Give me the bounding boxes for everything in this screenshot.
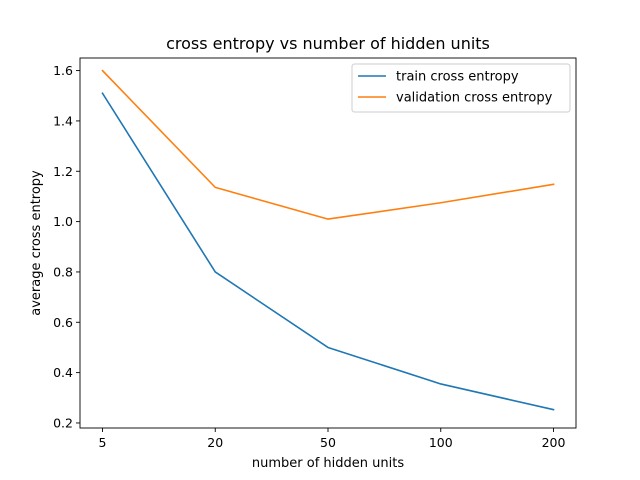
series-lines [101, 69, 555, 411]
x-tick-label: 20 [207, 435, 223, 450]
y-tick-label: 0.8 [53, 264, 73, 279]
chart-title: cross entropy vs number of hidden units [166, 34, 490, 53]
legend: train cross entropy validation cross entr… [351, 63, 571, 113]
legend-label: validation cross entropy [396, 91, 553, 106]
x-tick-label: 5 [99, 435, 107, 450]
x-tick-label: 200 [542, 435, 566, 450]
legend-label: train cross entropy [396, 70, 519, 85]
series-line-train [101, 92, 555, 411]
y-axis-label: average cross entropy [29, 170, 44, 316]
y-tick-label: 1.0 [53, 214, 73, 229]
y-tick-label: 0.6 [53, 315, 73, 330]
x-tick-label: 100 [429, 435, 453, 450]
y-tick-label: 1.6 [53, 63, 73, 78]
y-tick-label: 1.2 [53, 164, 73, 179]
y-tick-label: 1.4 [53, 113, 73, 128]
y-axis: 0.2 0.4 0.6 0.8 1.0 1.2 1.4 1.6 [53, 63, 80, 430]
x-tick-label: 50 [320, 435, 336, 450]
series-line-validation [101, 69, 555, 220]
x-axis-label: number of hidden units [252, 456, 404, 471]
y-tick-label: 0.4 [53, 365, 73, 380]
legend-frame [351, 63, 571, 113]
x-axis: 5 20 50 100 200 [99, 428, 566, 450]
y-tick-label: 0.2 [53, 415, 73, 430]
